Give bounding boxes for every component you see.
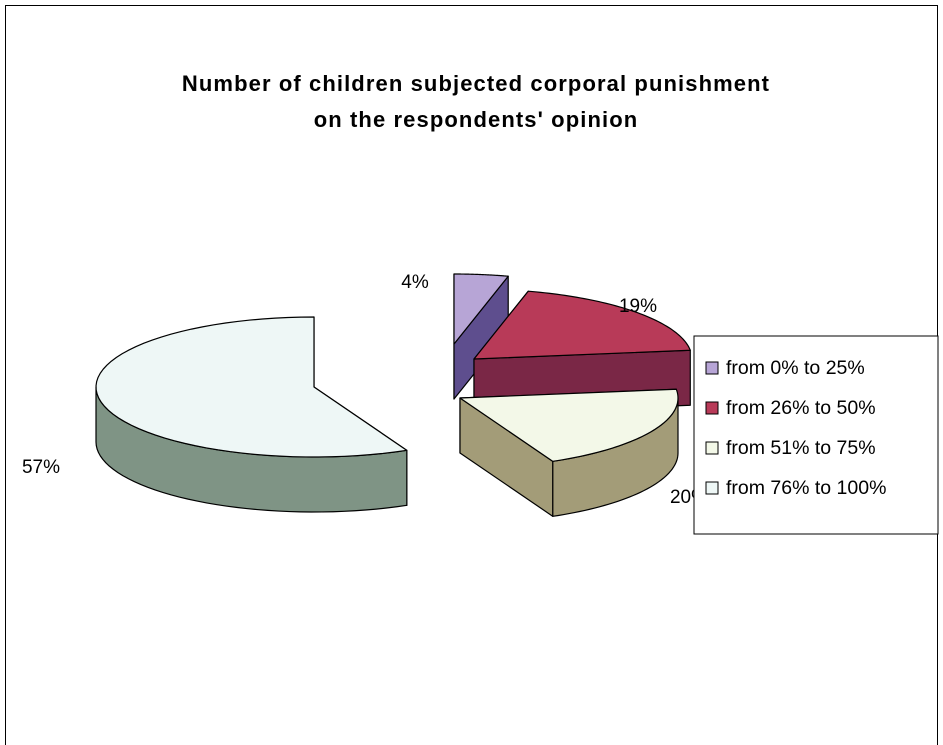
- legend-label: from 51% to 75%: [726, 437, 876, 459]
- chart-area: Number of children subjected corporal pu…: [5, 5, 939, 745]
- pie-slice: [453, 273, 509, 400]
- legend: from 0% to 25% from 26% to 50% from 51% to…: [693, 335, 939, 535]
- chart-title: Number of children subjected corporal pu…: [182, 71, 770, 96]
- data-label: 57%: [22, 457, 60, 478]
- pie-slice: [95, 316, 408, 513]
- data-label: 4%: [401, 272, 429, 293]
- chart-subtitle: on the respondents' opinion: [314, 107, 639, 132]
- pie-slice: [459, 388, 679, 517]
- slice-top: [453, 273, 509, 345]
- slice-top: [95, 316, 408, 458]
- legend-label: from 76% to 100%: [726, 477, 886, 499]
- legend-swatch: [705, 481, 719, 495]
- legend-label: from 26% to 50%: [726, 397, 876, 419]
- legend-swatch: [705, 361, 719, 375]
- legend-swatch: [705, 441, 719, 455]
- legend-swatch: [705, 401, 719, 415]
- pie-chart: Number of children subjected corporal pu…: [22, 71, 939, 535]
- slice-top: [459, 388, 679, 462]
- slice-top: [473, 290, 691, 360]
- data-label: 19%: [619, 296, 657, 317]
- legend-label: from 0% to 25%: [726, 357, 865, 379]
- legend-box: [693, 335, 939, 535]
